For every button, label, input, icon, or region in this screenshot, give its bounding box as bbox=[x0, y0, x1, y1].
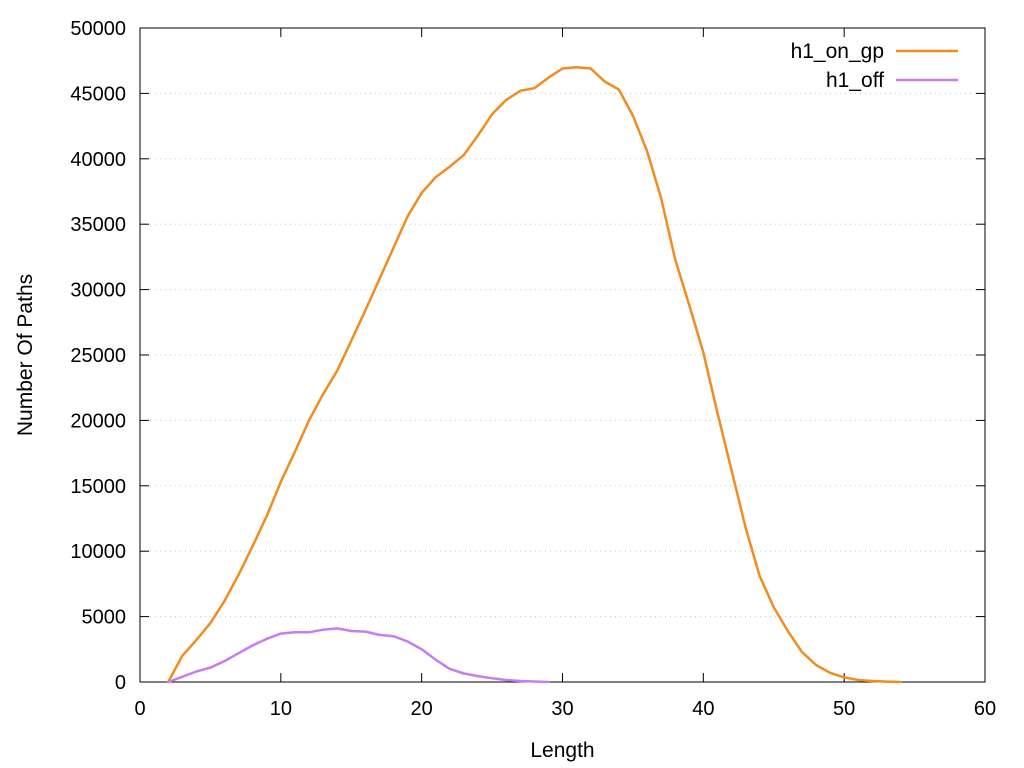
series-lines bbox=[166, 65, 902, 684]
legend: h1_on_gp h1_off bbox=[791, 40, 958, 92]
x-tick-label: 40 bbox=[692, 698, 714, 720]
x-tick-label: 10 bbox=[270, 698, 292, 720]
y-tick-label: 40000 bbox=[70, 149, 126, 171]
y-tick-label: 20000 bbox=[70, 410, 126, 432]
y-tick-label: 30000 bbox=[70, 280, 126, 302]
x-tick-label: 60 bbox=[974, 698, 996, 720]
series-line-h1_on_gp bbox=[166, 65, 902, 684]
y-tick-label: 5000 bbox=[82, 607, 127, 629]
x-tick-label: 30 bbox=[551, 698, 573, 720]
y-tick-label: 45000 bbox=[70, 83, 126, 105]
x-tick-label: 20 bbox=[411, 698, 433, 720]
axis-ticks: 0 5000 10000 15000 20000 25000 30000 35000 40000… bbox=[70, 18, 996, 720]
grid-lines bbox=[140, 92, 985, 618]
x-tick-label: 50 bbox=[833, 698, 855, 720]
y-tick-label: 0 bbox=[115, 672, 126, 694]
y-tick-label: 25000 bbox=[70, 345, 126, 367]
y-axis-title: Number Of Paths bbox=[14, 274, 37, 436]
y-tick-label: 35000 bbox=[70, 214, 126, 236]
legend-label: h1_off bbox=[826, 69, 884, 92]
x-tick-label: 0 bbox=[134, 698, 145, 720]
y-tick-label: 50000 bbox=[70, 18, 126, 40]
plot-frame bbox=[139, 27, 986, 683]
y-tick-label: 10000 bbox=[70, 541, 126, 563]
x-axis-title: Length bbox=[530, 739, 594, 762]
legend-label: h1_on_gp bbox=[791, 40, 884, 63]
y-tick-label: 15000 bbox=[70, 476, 126, 498]
series-line-h1_off bbox=[166, 627, 550, 684]
